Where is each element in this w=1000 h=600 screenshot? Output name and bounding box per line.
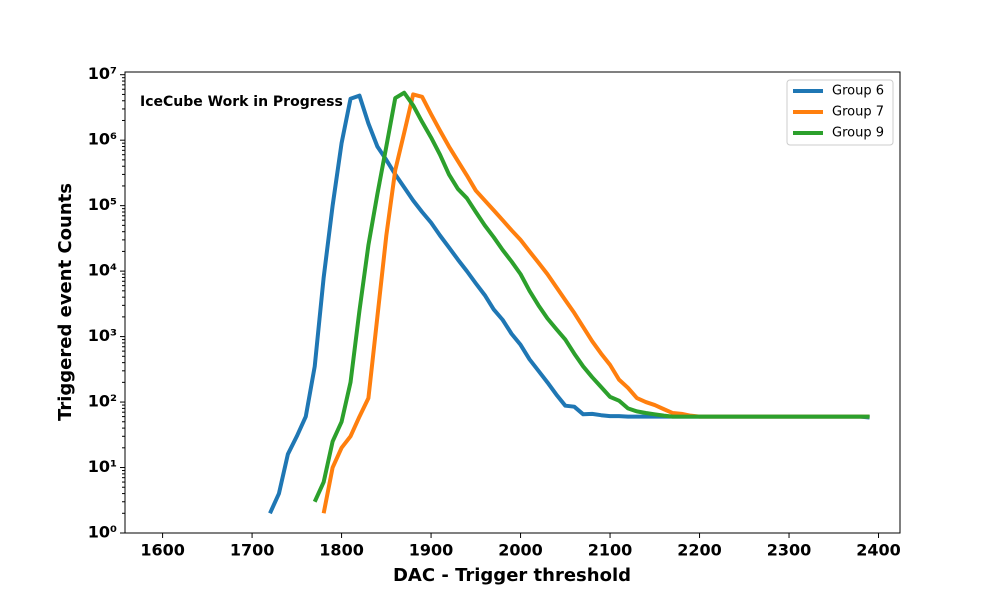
- plot-frame: [124, 71, 901, 534]
- x-tick-label: 1700: [230, 541, 275, 560]
- x-tick-label: 2300: [767, 541, 812, 560]
- y-tick-label: 10⁶: [88, 130, 117, 149]
- y-axis-label: Triggered event Counts: [55, 183, 76, 421]
- y-tick-label: 10⁰: [88, 523, 117, 542]
- plot-area: [268, 90, 870, 515]
- series-line: [312, 90, 870, 503]
- x-tick-label: 2400: [856, 541, 901, 560]
- y-tick-label: 10⁵: [88, 195, 117, 214]
- x-tick-label: 1900: [409, 541, 454, 560]
- x-tick-label: 2200: [677, 541, 722, 560]
- y-tick-label: 10²: [88, 392, 117, 411]
- y-tick-label: 10³: [88, 326, 117, 345]
- x-tick-label: 1600: [140, 541, 185, 560]
- y-tick-label: 10⁴: [88, 261, 117, 280]
- annotation: IceCube Work in Progress: [140, 94, 343, 110]
- legend-label: Group 9: [832, 126, 884, 141]
- y-tick-label: 10¹: [88, 457, 117, 476]
- x-axis-label: DAC - Trigger threshold: [393, 565, 631, 586]
- x-tick-label: 1800: [319, 541, 364, 560]
- legend: [786, 79, 894, 146]
- legend-label: Group 7: [832, 105, 884, 120]
- legend-label: Group 6: [832, 84, 884, 99]
- x-tick-label: 2000: [498, 541, 543, 560]
- series-line: [321, 92, 870, 514]
- x-tick-label: 2100: [588, 541, 633, 560]
- y-tick-label: 10⁷: [88, 64, 117, 83]
